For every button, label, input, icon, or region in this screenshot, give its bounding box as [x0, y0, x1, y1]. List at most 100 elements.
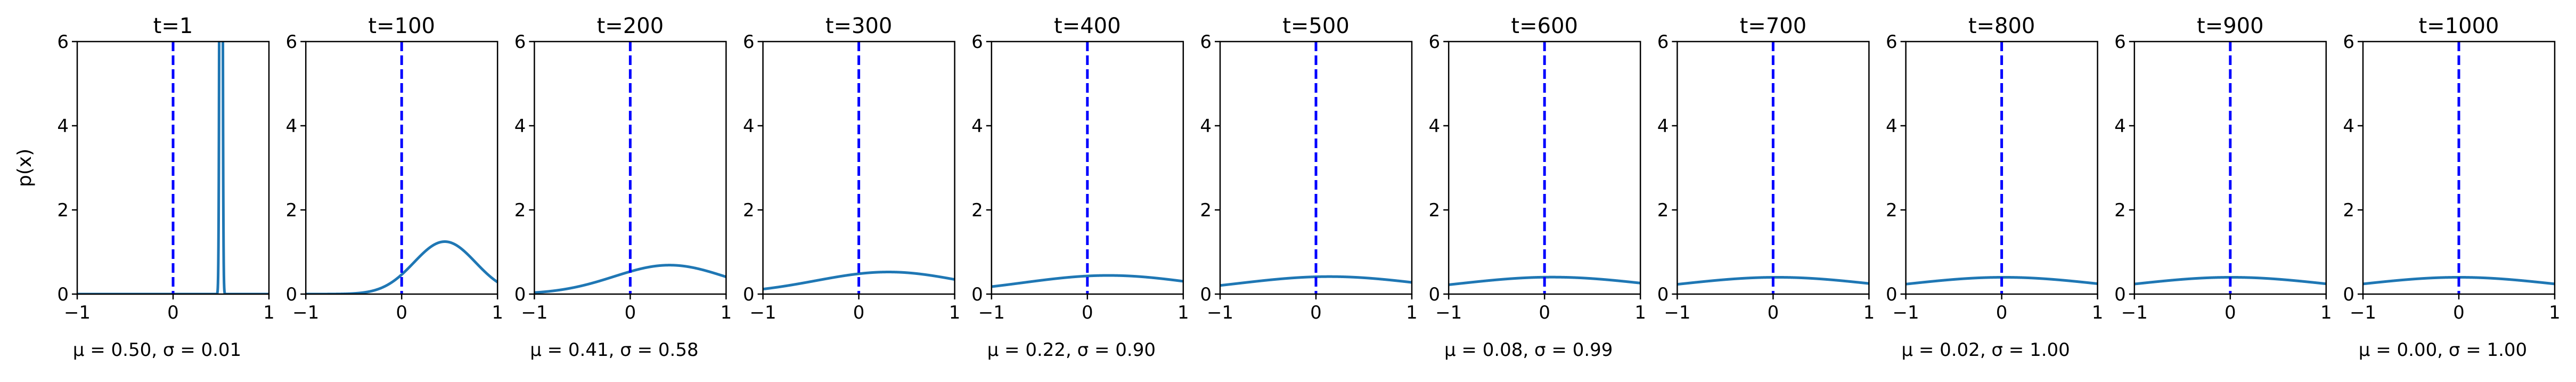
stats-label: μ = 0.41, σ = 0.58: [530, 339, 698, 361]
x-tick-label: 1: [1634, 302, 1646, 323]
subplot-title: t=900: [2197, 14, 2264, 38]
x-tick-label: −1: [750, 302, 776, 323]
x-tick-label: 1: [2549, 302, 2561, 323]
y-tick-label: 6: [286, 31, 298, 53]
y-tick-label: 0: [514, 284, 526, 305]
x-tick-label: −1: [1207, 302, 1233, 323]
y-tick-label: 4: [1657, 116, 1669, 137]
density-curve: [1220, 275, 1412, 287]
x-tick-label: 1: [1406, 302, 1418, 323]
subplot-title: t=300: [825, 14, 893, 38]
stats-label: μ = 0.50, σ = 0.01: [73, 339, 241, 361]
y-tick-label: 0: [1657, 284, 1669, 305]
y-tick-label: 2: [57, 200, 69, 221]
y-tick-label: 6: [514, 31, 526, 53]
density-curve: [763, 271, 955, 291]
x-tick-label: 1: [721, 302, 732, 323]
x-tick-label: 0: [1996, 302, 2008, 323]
y-tick-label: 6: [1657, 31, 1669, 53]
x-tick-label: 0: [853, 302, 865, 323]
y-tick-label: 0: [1200, 284, 1212, 305]
subplot-title: t=700: [1740, 14, 1807, 38]
stats-label: μ = 0.08, σ = 0.99: [1444, 339, 1613, 361]
x-tick-label: 1: [1177, 302, 1189, 323]
y-tick-label: 0: [286, 284, 298, 305]
y-tick-label: 4: [743, 116, 755, 137]
x-tick-label: 0: [625, 302, 636, 323]
stats-label: μ = 0.22, σ = 0.90: [987, 339, 1156, 361]
y-tick-label: 0: [2114, 284, 2126, 305]
y-tick-label: 4: [2343, 116, 2354, 137]
y-tick-label: 6: [1429, 31, 1441, 53]
x-tick-label: 0: [2453, 302, 2465, 323]
y-tick-label: 2: [1657, 200, 1669, 221]
x-tick-label: 0: [167, 302, 179, 323]
x-tick-label: −1: [1435, 302, 1462, 323]
y-axis-label: p(x): [14, 149, 36, 187]
x-tick-label: 1: [2092, 302, 2104, 323]
x-tick-label: 0: [1539, 302, 1550, 323]
x-tick-label: −1: [292, 302, 319, 323]
y-tick-label: 4: [1886, 116, 1898, 137]
y-tick-label: 0: [1429, 284, 1441, 305]
y-tick-label: 2: [2114, 200, 2126, 221]
x-tick-label: −1: [1664, 302, 1690, 323]
subplot-title: t=400: [1054, 14, 1121, 38]
y-tick-label: 2: [971, 200, 983, 221]
subplot-title: t=600: [1511, 14, 1578, 38]
x-tick-label: 1: [492, 302, 503, 323]
y-tick-label: 6: [971, 31, 983, 53]
y-tick-label: 4: [1429, 116, 1441, 137]
subplot-title: t=500: [1282, 14, 1350, 38]
y-tick-label: 0: [1886, 284, 1898, 305]
y-tick-label: 0: [971, 284, 983, 305]
y-tick-label: 0: [2343, 284, 2354, 305]
stats-label: μ = 0.02, σ = 1.00: [1901, 339, 2070, 361]
y-tick-label: 4: [286, 116, 298, 137]
x-tick-label: 1: [263, 302, 275, 323]
x-tick-label: −1: [978, 302, 1005, 323]
subplot-title: t=200: [597, 14, 664, 38]
stats-label: μ = 0.00, σ = 1.00: [2359, 339, 2527, 361]
x-tick-label: 0: [1768, 302, 1779, 323]
subplot-title: t=1000: [2419, 14, 2499, 38]
density-curve: [991, 274, 1183, 288]
y-tick-label: 6: [1200, 31, 1212, 53]
y-tick-label: 4: [1200, 116, 1212, 137]
x-tick-label: 1: [1863, 302, 1875, 323]
x-tick-label: 1: [949, 302, 961, 323]
y-tick-label: 2: [1886, 200, 1898, 221]
y-tick-label: 4: [514, 116, 526, 137]
y-tick-label: 6: [1886, 31, 1898, 53]
y-tick-label: 0: [57, 284, 69, 305]
y-tick-label: 6: [2114, 31, 2126, 53]
y-tick-label: 2: [286, 200, 298, 221]
y-tick-label: 2: [1429, 200, 1441, 221]
subplot-title: t=1: [153, 14, 193, 38]
x-tick-label: −1: [521, 302, 547, 323]
x-tick-label: 0: [1082, 302, 1093, 323]
x-tick-label: −1: [2121, 302, 2148, 323]
y-tick-label: 0: [743, 284, 755, 305]
x-tick-label: −1: [1893, 302, 1919, 323]
x-tick-label: −1: [64, 302, 91, 323]
y-tick-label: 6: [743, 31, 755, 53]
y-tick-label: 4: [57, 116, 69, 137]
y-tick-label: 2: [1200, 200, 1212, 221]
y-tick-label: 2: [2343, 200, 2354, 221]
y-tick-label: 4: [971, 116, 983, 137]
x-tick-label: 0: [2225, 302, 2236, 323]
y-tick-label: 2: [743, 200, 755, 221]
